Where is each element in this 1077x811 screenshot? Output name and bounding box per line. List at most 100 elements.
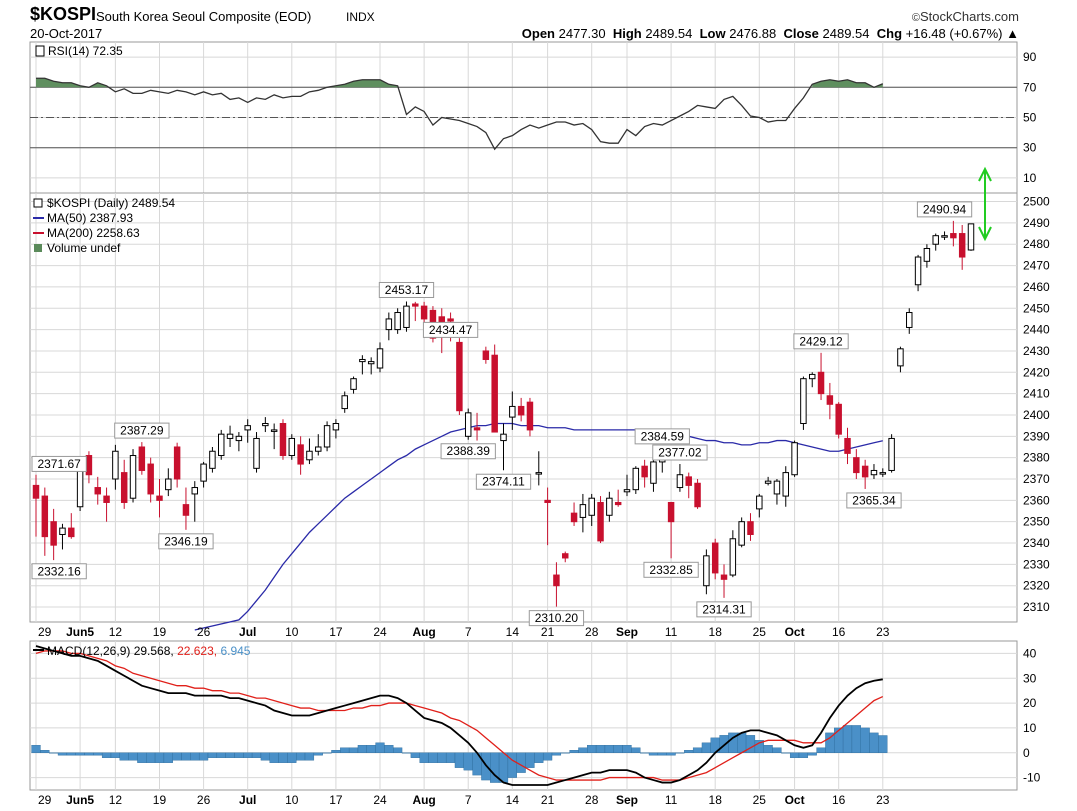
exchange-label: INDX: [346, 10, 375, 24]
macd-y-tick: 20: [1023, 696, 1037, 710]
macd-histogram-bar: [525, 752, 535, 768]
macd-histogram-bar: [357, 745, 367, 753]
macd-histogram-bar: [269, 752, 279, 763]
candle-body: [200, 463, 207, 482]
macd-histogram-bar: [278, 752, 288, 763]
macd-histogram-bar: [595, 745, 606, 753]
candle-body: [473, 427, 481, 431]
macd-histogram-bar: [163, 752, 173, 763]
rsi-overbought-fill: [327, 79, 398, 88]
macd-x-tick: 23: [876, 793, 890, 807]
change-value: +16.48 (+0.67%): [905, 26, 1003, 41]
macd-histogram-bar: [66, 752, 76, 756]
price-annotation-box: [422, 321, 479, 338]
candle-body: [676, 474, 684, 489]
chart-symbol: $KOSPI: [30, 4, 97, 24]
macd-x-tick: 19: [153, 793, 167, 807]
chart-date: 20-Oct-2017: [30, 26, 103, 41]
macd-y-tick: 40: [1023, 646, 1037, 660]
macd-histogram-bar: [84, 752, 94, 756]
macd-histogram-bar: [631, 747, 641, 753]
candle-body: [782, 472, 789, 497]
macd-x-tick: 16: [832, 793, 846, 807]
candle-body: [764, 480, 772, 484]
macd-histogram-bar: [287, 752, 297, 763]
price-x-tick: 10: [285, 625, 299, 639]
price-x-tick: Oct: [785, 625, 805, 639]
price-y-tick: 2360: [1023, 493, 1050, 507]
macd-histogram-bar: [834, 727, 844, 753]
candle-body: [579, 504, 587, 518]
macd-histogram-bar: [384, 745, 394, 753]
macd-histogram-bar: [454, 752, 465, 768]
arrow-up-head-icon: [978, 166, 992, 182]
candle-body: [738, 521, 745, 546]
macd-histogram-bar: [560, 752, 570, 754]
price-y-tick: 2430: [1023, 344, 1050, 358]
price-x-tick: Jul: [239, 625, 256, 639]
macd-legend-value: MACD(12,26,9) 29.568,: [47, 644, 177, 658]
open-value: 2477.30: [558, 26, 606, 41]
candle-body: [606, 497, 613, 516]
macd-histogram-bar: [860, 727, 870, 753]
price-y-tick: 2390: [1023, 429, 1050, 443]
rsi-line: [36, 77, 884, 151]
price-x-tick: 24: [373, 625, 387, 639]
open-label: Open: [521, 26, 555, 41]
candle-body: [165, 478, 172, 491]
candle-body: [315, 446, 322, 452]
candle-body: [173, 446, 181, 480]
candle-body: [112, 450, 119, 480]
price-y-tick: 2440: [1023, 323, 1050, 337]
macd-x-tick: Aug: [412, 793, 435, 807]
macd-histogram-bar: [40, 750, 50, 753]
candle-body: [967, 223, 975, 251]
macd-line: [35, 645, 883, 786]
candle-body: [385, 318, 393, 331]
macd-histogram-bar: [648, 752, 659, 756]
candle-body: [703, 555, 710, 587]
candle-body: [562, 553, 569, 559]
macd-x-tick: 29: [38, 793, 52, 807]
price-x-tick: 29: [38, 625, 52, 639]
price-y-tick: 2380: [1023, 451, 1050, 465]
price-annotation: 2453.17: [385, 283, 429, 297]
macd-histogram-bar: [842, 725, 853, 753]
rsi-y-tick: 90: [1023, 50, 1037, 64]
candle-body: [412, 303, 419, 307]
price-y-tick: 2490: [1023, 216, 1050, 230]
macd-x-tick: 28: [585, 793, 599, 807]
candle-body: [191, 487, 199, 495]
macd-histogram-bar: [110, 752, 120, 758]
price-y-tick: 2350: [1023, 515, 1050, 529]
price-annotation-box: [634, 428, 690, 445]
macd-histogram-bar: [260, 752, 270, 761]
price-x-tick: 11: [665, 625, 678, 639]
price-annotation: 2310.20: [535, 611, 579, 625]
macd-histogram-bar: [772, 747, 782, 753]
macd-histogram-bar: [878, 735, 888, 753]
price-y-tick: 2480: [1023, 237, 1050, 251]
security-name: South Korea Seoul Composite (EOD): [96, 9, 312, 24]
price-y-tick: 2320: [1023, 579, 1050, 593]
macd-histogram-bar: [322, 752, 332, 754]
macd-histogram-bar: [375, 742, 385, 753]
candle-body: [41, 495, 49, 538]
rsi-y-tick: 30: [1023, 141, 1037, 155]
macd-histogram-bar: [154, 752, 165, 763]
candle-body: [147, 463, 154, 495]
macd-histogram-bar: [816, 747, 826, 753]
macd-histogram-bar: [128, 752, 138, 761]
candle-body: [632, 467, 640, 491]
candle-body: [323, 425, 331, 448]
candle-body: [68, 527, 75, 538]
candle-body: [711, 542, 719, 574]
ohlc-summary: Open 2477.30 High 2489.54 Low 2476.88 Cl…: [522, 26, 1019, 41]
macd-histogram-bar: [296, 752, 306, 761]
rsi-y-tick: 10: [1023, 171, 1037, 185]
macd-histogram-bar: [604, 745, 614, 753]
candle-body: [262, 423, 269, 427]
price-annotation-box: [158, 533, 214, 550]
macd-histogram-bar: [701, 742, 711, 753]
macd-histogram-bar: [569, 750, 579, 753]
